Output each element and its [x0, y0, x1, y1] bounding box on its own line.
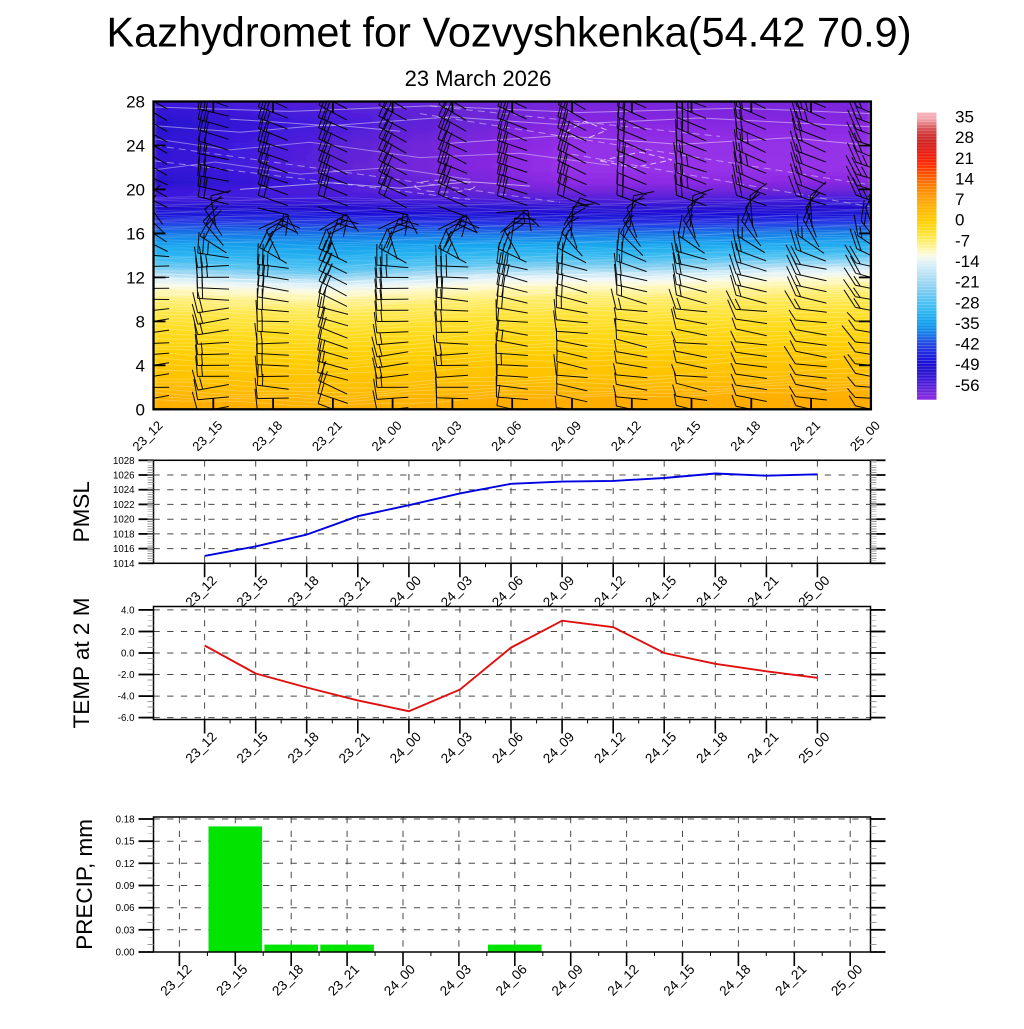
svg-text:16: 16 [126, 224, 145, 243]
svg-text:0.12: 0.12 [116, 859, 135, 870]
svg-text:12: 12 [126, 268, 145, 287]
svg-text:TEMP at 2 M: TEMP at 2 M [69, 598, 94, 729]
svg-text:-35: -35 [955, 314, 980, 333]
svg-text:1020: 1020 [113, 515, 135, 526]
svg-text:0.18: 0.18 [116, 815, 135, 826]
svg-text:1016: 1016 [113, 544, 135, 555]
svg-text:-6.0: -6.0 [118, 713, 135, 724]
svg-text:20: 20 [126, 180, 145, 199]
svg-text:-7: -7 [955, 231, 970, 250]
svg-text:-2.0: -2.0 [118, 670, 135, 681]
svg-text:-4.0: -4.0 [118, 692, 135, 703]
svg-text:14: 14 [955, 169, 974, 188]
svg-text:0.00: 0.00 [116, 948, 135, 959]
svg-text:0.06: 0.06 [116, 903, 135, 914]
svg-text:24: 24 [126, 137, 145, 156]
svg-text:1026: 1026 [113, 471, 135, 482]
svg-text:1014: 1014 [113, 559, 135, 570]
svg-text:1022: 1022 [113, 500, 135, 511]
svg-text:23 March 2026: 23 March 2026 [405, 66, 552, 91]
svg-text:Kazhydromet for Vozvyshkenka(5: Kazhydromet for Vozvyshkenka(54.42 70.9) [106, 9, 911, 56]
svg-text:-21: -21 [955, 273, 980, 292]
svg-text:0.03: 0.03 [116, 925, 135, 936]
svg-text:0: 0 [955, 211, 964, 230]
svg-text:-49: -49 [955, 355, 980, 374]
svg-text:0: 0 [136, 400, 145, 419]
svg-text:4.0: 4.0 [121, 605, 135, 616]
svg-text:PRECIP, mm: PRECIP, mm [72, 819, 97, 950]
svg-text:0.09: 0.09 [116, 881, 135, 892]
svg-text:0.0: 0.0 [121, 649, 135, 660]
svg-text:1028: 1028 [113, 456, 135, 467]
svg-text:1018: 1018 [113, 529, 135, 540]
svg-text:-14: -14 [955, 252, 980, 271]
svg-text:2.0: 2.0 [121, 627, 135, 638]
svg-text:28: 28 [126, 93, 145, 112]
svg-text:-28: -28 [955, 293, 980, 312]
svg-text:PMSL: PMSL [69, 481, 94, 542]
svg-text:21: 21 [955, 149, 974, 168]
svg-text:28: 28 [955, 128, 974, 147]
svg-text:35: 35 [955, 108, 974, 127]
svg-text:1024: 1024 [113, 485, 135, 496]
svg-text:-56: -56 [955, 376, 980, 395]
svg-text:-42: -42 [955, 335, 980, 354]
svg-text:4: 4 [136, 356, 145, 375]
svg-text:0.15: 0.15 [116, 837, 135, 848]
svg-text:8: 8 [136, 312, 145, 331]
svg-text:7: 7 [955, 190, 964, 209]
